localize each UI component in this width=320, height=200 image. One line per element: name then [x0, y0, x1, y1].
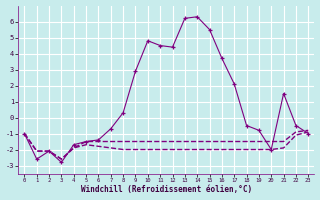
X-axis label: Windchill (Refroidissement éolien,°C): Windchill (Refroidissement éolien,°C)	[81, 185, 252, 194]
